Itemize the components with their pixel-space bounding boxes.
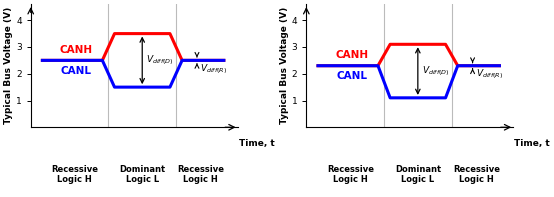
Text: $V_{diff(R)}$: $V_{diff(R)}$ bbox=[476, 67, 503, 81]
Text: $V_{diff(D)}$: $V_{diff(D)}$ bbox=[146, 53, 174, 67]
Y-axis label: Typical Bus Voltage (V): Typical Bus Voltage (V) bbox=[4, 7, 13, 124]
Text: Recessive
Logic H: Recessive Logic H bbox=[453, 165, 500, 184]
Text: Dominant
Logic L: Dominant Logic L bbox=[119, 165, 165, 184]
Text: CANL: CANL bbox=[336, 71, 367, 81]
Text: Time, t: Time, t bbox=[239, 139, 274, 148]
Text: Time, t: Time, t bbox=[514, 139, 550, 148]
Text: Recessive
Logic H: Recessive Logic H bbox=[51, 165, 98, 184]
Text: $V_{diff(R)}$: $V_{diff(R)}$ bbox=[201, 62, 228, 76]
Text: Recessive
Logic H: Recessive Logic H bbox=[177, 165, 224, 184]
Text: CANH: CANH bbox=[335, 50, 368, 60]
Text: Dominant
Logic L: Dominant Logic L bbox=[395, 165, 441, 184]
Text: CANL: CANL bbox=[60, 66, 91, 76]
Text: CANH: CANH bbox=[59, 45, 93, 55]
Text: $V_{diff(D)}$: $V_{diff(D)}$ bbox=[422, 64, 449, 78]
Y-axis label: Typical Bus Voltage (V): Typical Bus Voltage (V) bbox=[280, 7, 289, 124]
Text: Recessive
Logic H: Recessive Logic H bbox=[327, 165, 374, 184]
